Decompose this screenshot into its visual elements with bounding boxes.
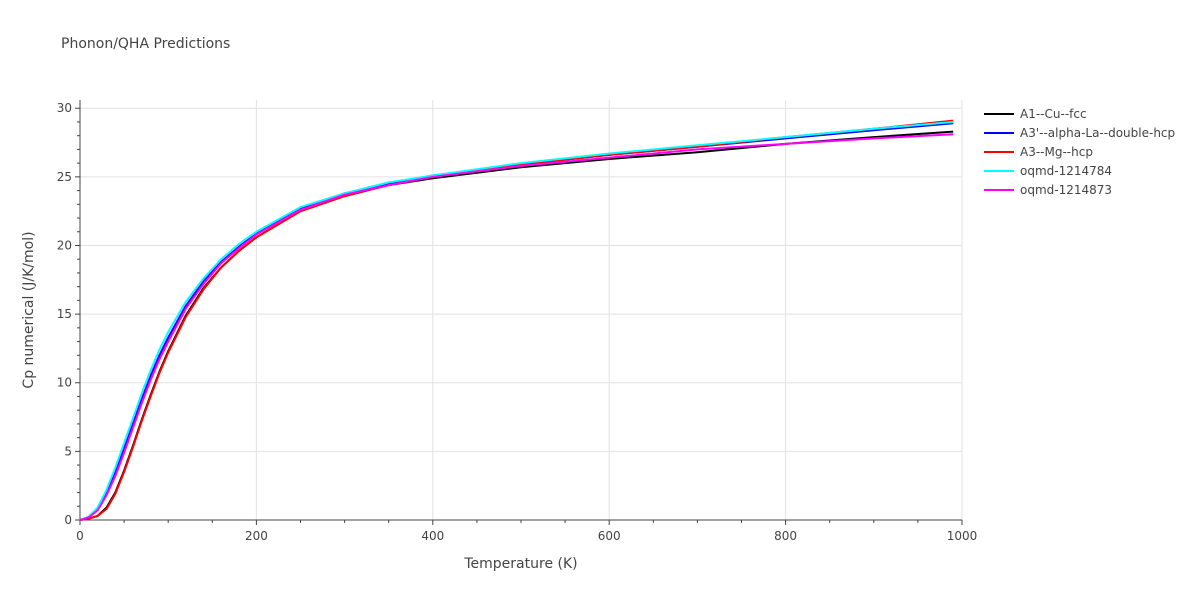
y-tick-label: 10 [57,376,72,390]
x-tick-label: 1000 [947,529,978,543]
legend-item[interactable]: oqmd-1214784 [984,161,1175,180]
legend-item[interactable]: A3--Mg--hcp [984,142,1175,161]
legend: A1--Cu--fcc A3'--alpha-La--double-hcp A3--… [984,104,1175,199]
x-tick-label: 600 [598,529,621,543]
legend-swatch [984,188,1014,191]
legend-swatch [984,169,1014,172]
x-tick-label: 200 [245,529,268,543]
series-line-A3'--alpha-La--double-hcp [79,122,954,521]
x-tick-label: 800 [774,529,797,543]
legend-swatch [984,131,1014,134]
legend-item[interactable]: A3'--alpha-La--double-hcp [984,123,1175,142]
grid-lines [80,100,963,520]
y-axis-label: Cp numerical (J/K/mol) [21,231,37,388]
chart-title: Phonon/QHA Predictions [61,36,231,52]
series-line-oqmd-1214784 [79,121,954,521]
y-tick-label: 15 [57,307,72,321]
x-tick-label: 400 [421,529,444,543]
y-tick-label: 25 [57,170,72,184]
y-tick-labels: 0 5 10 15 20 25 30 [57,101,72,527]
legend-swatch [984,112,1014,115]
x-axis-label: Temperature (K) [463,556,577,572]
legend-label: A1--Cu--fcc [1020,106,1087,121]
series-lines [79,119,954,521]
series-line-A3--Mg--hcp [79,119,954,521]
axes [75,100,963,525]
series-line-A1--Cu--fcc [79,130,954,521]
x-tick-label: 0 [76,529,84,543]
legend-swatch [984,150,1014,153]
x-tick-labels: 0 200 400 600 800 1000 [76,529,977,543]
y-tick-label: 30 [57,101,72,115]
y-tick-label: 5 [64,444,72,458]
y-tick-label: 0 [64,513,72,527]
legend-label: A3'--alpha-La--double-hcp [1020,125,1176,140]
y-tick-label: 20 [57,238,72,252]
legend-label: oqmd-1214873 [1020,182,1113,197]
legend-item[interactable]: A1--Cu--fcc [984,104,1175,123]
legend-item[interactable]: oqmd-1214873 [984,180,1175,199]
series-line-oqmd-1214873 [79,133,954,521]
legend-label: A3--Mg--hcp [1020,144,1093,159]
legend-label: oqmd-1214784 [1020,163,1113,178]
